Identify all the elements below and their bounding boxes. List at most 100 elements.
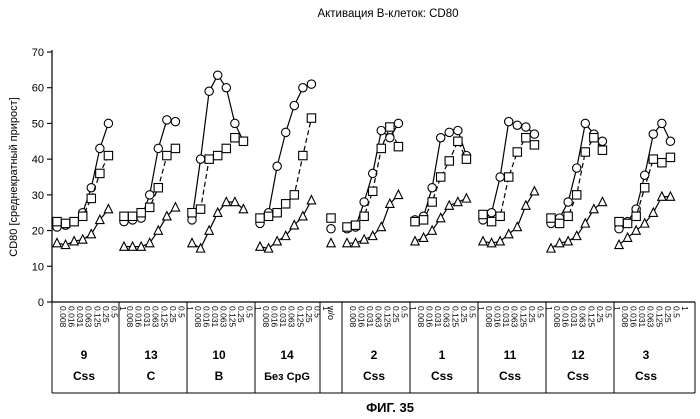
triangle-marker [60,238,71,250]
dose-label: 1 [680,306,690,311]
group-12 [545,118,608,253]
y-tick-label: 0 [38,297,44,309]
triangle-marker [186,237,198,248]
triangle-marker [212,206,223,217]
dose-label: 0.031 [75,306,85,328]
square-marker [60,218,71,229]
group-type: Css [499,369,521,383]
group-number: 14 [280,348,294,362]
circle-marker [376,125,387,136]
triangle-marker [486,237,497,248]
group-number: 2 [371,348,378,362]
triangle-marker [144,237,155,248]
triangle-marker [665,190,676,201]
square-marker [597,145,608,155]
group-13 [118,115,181,251]
circle-marker [298,82,308,93]
dose-label: 0.016 [67,306,77,328]
dose-label: 0.25 [304,306,314,323]
square-marker [77,211,88,222]
circle-marker [435,132,446,143]
group-type: Css [567,369,589,383]
dose-label: 0.008 [58,306,68,328]
circle-marker [385,132,395,143]
triangle-marker [520,199,531,210]
y-tick-label: 20 [32,226,44,238]
square-marker [554,218,565,229]
group-type: Css [431,369,453,383]
dose-label: 1 [118,306,128,311]
triangle-marker [597,196,608,207]
square-marker [478,209,488,220]
circle-marker [512,120,523,130]
triangle-marker [384,197,395,209]
circle-marker [453,125,463,136]
square-marker [648,154,659,164]
group-number: 10 [212,348,226,362]
axes: 0 10 20 30 40 50 60 70 [32,47,696,394]
dose-label: 0.016 [493,306,503,328]
circle-marker [563,197,573,207]
square-marker [580,147,591,157]
triangle-marker [393,188,404,200]
dose-label: 1 [408,306,418,311]
square-marker [204,154,214,164]
dose-label: 0.031 [501,306,511,328]
dose-label: 0.063 [646,306,656,328]
triangle-marker [153,224,164,235]
square-marker [461,154,472,164]
dose-label: 0.125 [382,306,392,328]
circle-marker [521,122,531,132]
square-marker [272,207,282,218]
dose-label: 0.063 [219,306,229,328]
square-marker [119,211,129,222]
dose-label: 0.5 [399,306,409,318]
circle-marker [144,190,155,200]
square-marker [486,216,497,227]
circle-marker [639,170,650,180]
square-marker [280,199,291,209]
triangle-marker [648,206,659,217]
circle-marker [657,118,667,129]
dose-label: 0.031 [433,306,443,328]
square-marker [495,211,505,222]
triangle-marker [127,240,138,251]
square-marker [410,216,420,227]
circle-marker [393,118,404,129]
dose-label: 0.031 [142,306,152,328]
square-marker [622,218,633,229]
y-tick-label: 50 [32,118,44,130]
group-number: 12 [571,348,585,362]
dose-label: 0.125 [295,306,305,328]
dose-label: 0.5 [244,306,254,318]
dose-label: 0.063 [374,306,384,328]
dose-label: 0.125 [92,306,102,328]
square-marker [614,216,624,227]
triangle-marker [409,235,421,246]
triangle-marker [359,233,370,244]
square-marker [136,207,146,218]
triangle-marker [136,240,147,251]
triangle-marker [554,237,565,248]
group-type: Css [635,369,657,383]
dose-label: 0.25 [101,306,111,323]
circle-marker [665,136,676,147]
circle-marker [571,163,582,173]
triangle-marker [289,219,300,230]
dose-label: 0.125 [450,306,460,328]
group-number: 13 [144,348,158,362]
dose-label: 0.5 [671,306,681,318]
circle-marker [326,224,336,234]
circle-marker [212,70,223,80]
triangle-marker [350,237,361,248]
circle-marker [597,136,608,147]
triangle-marker [229,196,240,207]
group-type: B [215,369,224,383]
triangle-marker [263,242,274,253]
square-marker [512,147,523,157]
circle-marker [367,168,378,179]
group-type: C [147,369,156,383]
circle-marker [272,161,282,172]
square-marker [385,122,395,132]
dose-label: 0.063 [151,306,161,328]
